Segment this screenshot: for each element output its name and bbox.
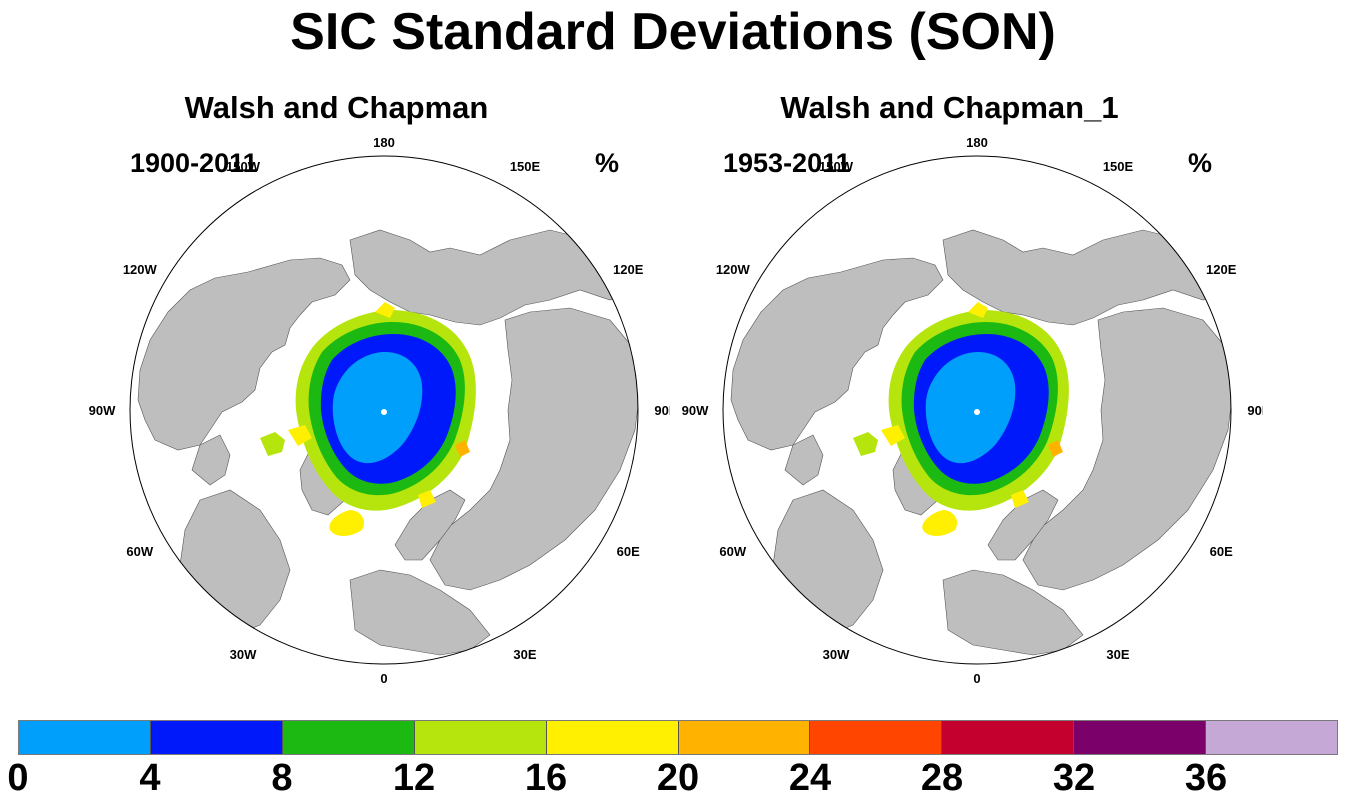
longitude-label: 120E [1206,262,1237,277]
sea-ice-region [881,425,905,446]
panel-title: Walsh and Chapman [184,90,489,125]
longitude-label: 90E [1247,403,1263,418]
longitude-label: 30E [1106,647,1129,662]
longitude-label: 180 [966,135,988,150]
longitude-label: 60E [617,544,640,559]
colorbar-tick-label: 24 [788,757,832,799]
longitude-label: 0 [973,671,980,686]
land-mass [137,257,351,451]
map-boundary [129,155,639,665]
colorbar-tick-label: 16 [524,757,568,799]
land-mass [349,229,638,326]
colorbar-segment [414,721,547,754]
longitude-label: 90W [89,403,116,418]
longitude-label: 120W [716,262,751,277]
longitude-label: 60E [1210,544,1233,559]
period-label: 1953-2011 [723,148,851,178]
panel-title: Walsh and Chapman_1 [780,90,1119,125]
map-panel-1: Walsh and Chapman 1900-2011 % 180 150E 120… [50,90,723,690]
sea-ice-region [455,440,470,457]
colorbar-segment [1074,721,1207,754]
longitude-label: 30W [230,647,257,662]
sea-ice-region [853,432,878,456]
map-panel-2: Walsh and Chapman_1 1953-2011 % 180 150E 1… [643,90,1316,690]
longitude-label: 90E [654,403,670,418]
sea-ice-region [1011,490,1029,508]
colorbar-ticks: 0 4 8 12 16 20 24 28 32 36 [7,756,1338,801]
polar-map: 180 150E 120E 90E 60E 30E 0 30W 60W 90W 120W 150W [682,135,1263,686]
map-content [129,155,639,665]
figure-title: SIC Standard Deviations (SON) [290,3,1056,61]
colorbar-tick-label: 0 [7,757,29,799]
land-mass [730,257,944,451]
longitude-label: 150W [226,159,261,174]
land-mass [191,434,231,486]
land-mass [942,569,1084,656]
sea-ice-region [332,352,423,464]
colorbar-tick-label: 36 [1184,757,1228,799]
land-mass [349,569,491,656]
polar-map: 180 150E 120E 90E 60E 30E 0 30W 60W 90W 120W 150W [89,135,670,686]
map-boundary [722,155,1232,665]
sea-ice-region [968,302,988,318]
colorbar-segment [678,721,811,754]
colorbar-segment [942,721,1075,754]
period-label: 1900-2011 [130,148,258,178]
colorbar-segment [546,721,679,754]
longitude-label: 90W [682,403,709,418]
longitude-label: 150E [1103,159,1134,174]
colorbar-tick-label: 4 [139,757,161,799]
sea-ice-region [418,490,436,508]
longitude-label: 120W [123,262,158,277]
longitude-label: 60W [126,544,153,559]
land-mass [987,489,1059,561]
sea-ice-region [1048,440,1063,457]
land-mass [784,434,824,486]
colorbar-segment [282,721,415,754]
longitude-label: 0 [380,671,387,686]
colorbar-tick-label: 28 [920,757,964,799]
colorbar-segment [19,721,151,754]
longitude-label: 30W [823,647,850,662]
colorbar-segment [1206,721,1338,754]
land-mass [394,489,466,561]
pole-marker [974,409,980,415]
longitude-label: 120E [613,262,644,277]
colorbar-tick-label: 8 [271,757,293,799]
pole-marker [381,409,387,415]
colorbar-tick-label: 12 [392,757,436,799]
units-label: % [1188,148,1213,178]
longitude-label: 150W [819,159,854,174]
sea-ice-region [288,425,312,446]
sea-ice-region [329,510,365,536]
sea-ice-region [922,510,958,536]
colorbar [18,720,1338,755]
colorbar-segment [810,721,943,754]
longitude-label: 150E [510,159,541,174]
colorbar-tick-label: 20 [656,757,700,799]
longitude-label: 30E [513,647,536,662]
sea-ice-region [375,302,395,318]
sea-ice-region [925,352,1016,464]
land-mass [942,229,1231,326]
longitude-label: 180 [373,135,395,150]
map-content [722,155,1232,665]
colorbar-tick-label: 32 [1052,757,1096,799]
units-label: % [595,148,620,178]
longitude-label: 60W [719,544,746,559]
sea-ice-region [260,432,285,456]
colorbar-segment [150,721,283,754]
